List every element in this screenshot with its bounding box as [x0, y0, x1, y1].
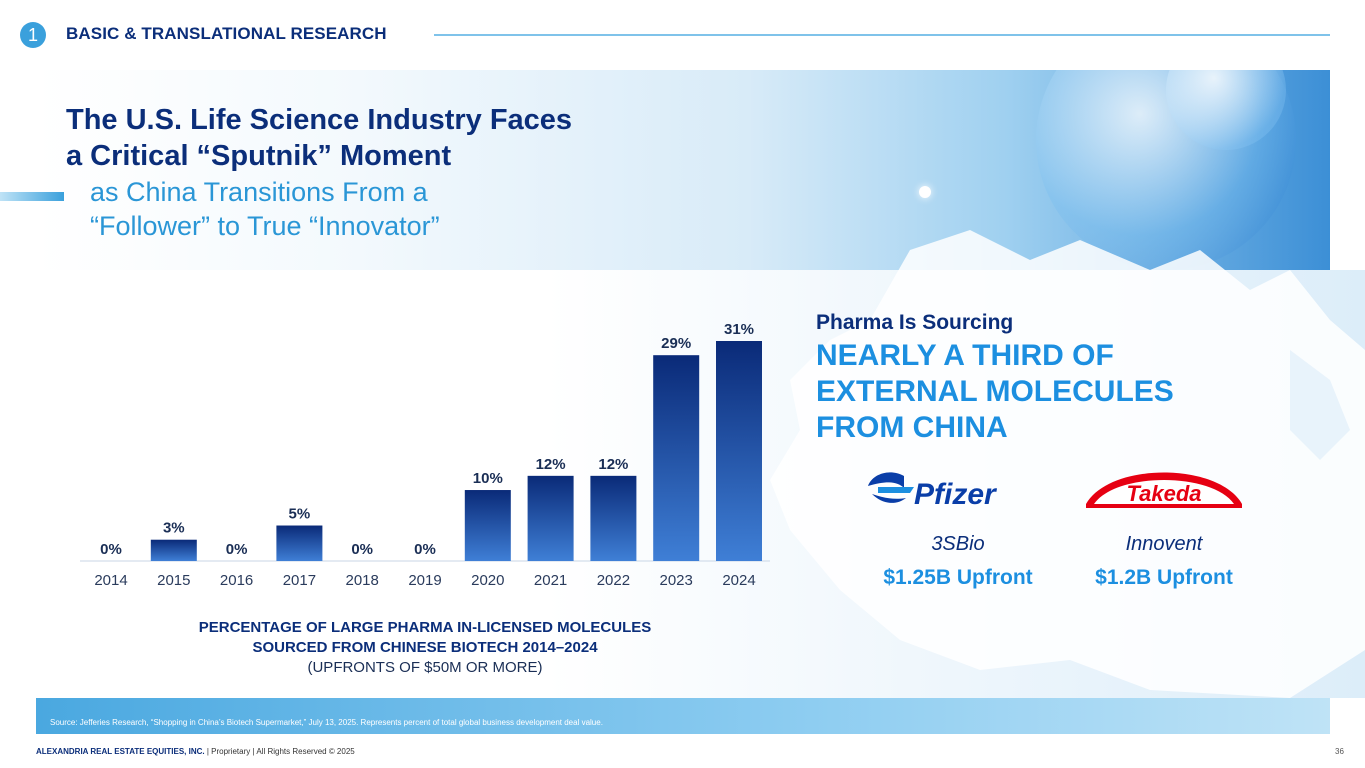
title-line: a Critical “Sputnik” Moment: [66, 140, 452, 172]
caption-line: PERCENTAGE OF LARGE PHARMA IN-LICENSED M…: [198, 619, 652, 636]
headline-line: NEARLY A THIRD OF: [816, 339, 1114, 372]
subtitle-line: as China Transitions From a: [90, 177, 428, 207]
bar-2020: [464, 490, 511, 561]
headline-line: FROM CHINA: [816, 411, 1008, 444]
x-tick-label: 2020: [471, 572, 504, 589]
panel-kicker: Pharma Is Sourcing: [816, 311, 1014, 334]
section-number-badge: 1: [20, 22, 46, 48]
data-label: 31%: [724, 321, 754, 338]
pfizer-logo-text: Pfizer: [914, 478, 998, 511]
data-label: 5%: [289, 506, 311, 523]
bar-2015: [150, 539, 197, 561]
footer-legal: ALEXANDRIA REAL ESTATE EQUITIES, INC. | …: [36, 747, 355, 756]
deal-card-pfizer: Pfizer 3SBio $1.25B Upfront: [858, 460, 1058, 590]
x-tick-label: 2017: [283, 572, 316, 589]
x-tick-label: 2016: [220, 572, 253, 589]
data-label: 0%: [226, 541, 248, 558]
bar-chart: 0% 2014 3% 2015 0% 2016 5% 2017 0% 2018 0% 2019 10% 2…: [80, 321, 770, 589]
bar-2017: [276, 525, 323, 561]
data-label: 0%: [414, 541, 436, 558]
x-tick-label: 2014: [94, 572, 127, 589]
section-title: BASIC & TRANSLATIONAL RESEARCH: [66, 24, 387, 43]
deal-partner: Innovent: [1125, 533, 1203, 555]
section-divider: [434, 34, 1330, 36]
x-tick-label: 2024: [722, 572, 755, 589]
data-label: 29%: [661, 335, 691, 352]
x-tick-label: 2021: [534, 572, 567, 589]
headline-line: EXTERNAL MOLECULES: [816, 375, 1174, 408]
x-tick-label: 2015: [157, 572, 190, 589]
data-label: 10%: [473, 470, 503, 487]
china-map-image: [770, 230, 1365, 698]
glow-dot: [919, 186, 931, 198]
title-line: The U.S. Life Science Industry Faces: [66, 104, 573, 136]
bar-2021: [527, 475, 574, 561]
x-tick-label: 2022: [597, 572, 630, 589]
caption-line: (UPFRONTS OF $50M OR MORE): [307, 659, 543, 676]
data-label: 0%: [351, 541, 373, 558]
deal-partner: 3SBio: [931, 533, 985, 555]
pfizer-logo: Pfizer: [868, 472, 998, 511]
hero-banner: [36, 70, 1330, 270]
data-label: 12%: [598, 456, 628, 473]
x-tick-label: 2018: [346, 572, 379, 589]
caption-line: SOURCED FROM CHINESE BIOTECH 2014–2024: [252, 639, 598, 656]
page-subtitle: as China Transitions From a “Follower” t…: [90, 175, 440, 243]
bar-2022: [590, 475, 637, 561]
panel-headline: NEARLY A THIRD OF EXTERNAL MOLECULES FRO…: [816, 338, 1174, 446]
takeda-logo: Takeda: [1086, 472, 1242, 508]
bar-2023: [653, 355, 700, 561]
source-note: Source: Jefferies Research, “Shopping in…: [50, 718, 603, 727]
source-band: [36, 698, 1330, 734]
page-title: The U.S. Life Science Industry Faces a C…: [66, 102, 572, 174]
bar-2024: [716, 341, 762, 561]
chart-caption: PERCENTAGE OF LARGE PHARMA IN-LICENSED M…: [120, 618, 730, 678]
accent-bar: [0, 192, 64, 201]
data-label: 3%: [163, 520, 185, 537]
company-name: ALEXANDRIA REAL ESTATE EQUITIES, INC.: [36, 747, 205, 756]
deal-amount: $1.25B Upfront: [883, 566, 1033, 589]
x-tick-label: 2023: [660, 572, 693, 589]
data-label: 0%: [100, 541, 122, 558]
deal-amount: $1.2B Upfront: [1095, 566, 1233, 589]
subtitle-line: “Follower” to True “Innovator”: [90, 211, 440, 241]
deal-card-takeda: Takeda Innovent $1.2B Upfront: [1064, 460, 1264, 590]
takeda-logo-text: Takeda: [1126, 481, 1201, 506]
page-number: 36: [1335, 747, 1344, 756]
rights-text: | Proprietary | All Rights Reserved © 20…: [204, 747, 355, 756]
data-label: 12%: [536, 456, 566, 473]
x-tick-label: 2019: [408, 572, 441, 589]
